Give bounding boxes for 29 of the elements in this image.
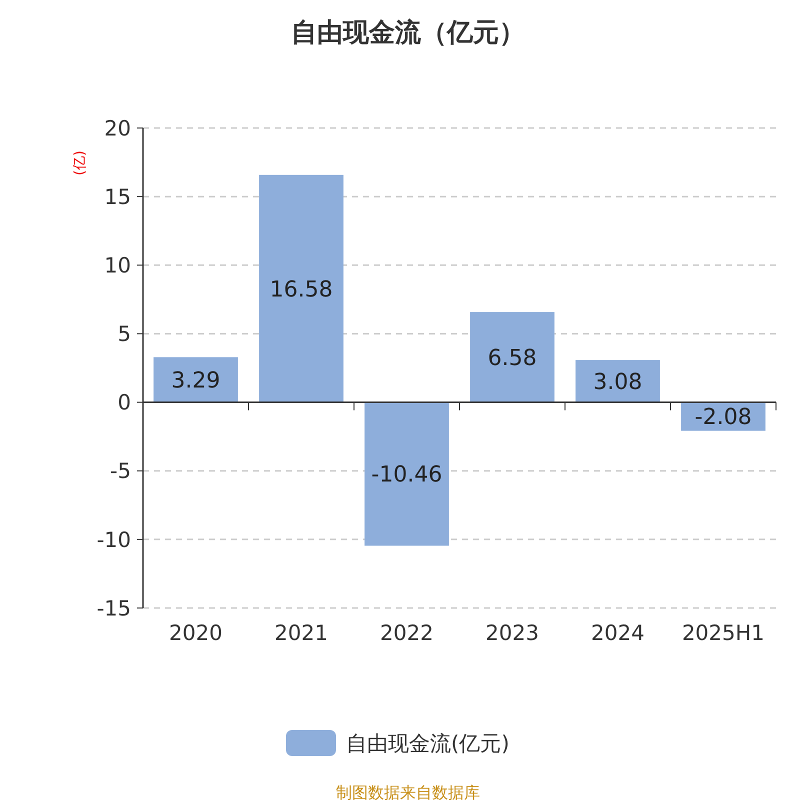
y-tick-label: 5 <box>118 322 131 346</box>
bar <box>259 174 344 402</box>
x-tick-label: 2021 <box>274 621 328 645</box>
y-axis-title: (亿) <box>72 150 88 176</box>
bar <box>364 402 449 546</box>
x-tick-label: 2025H1 <box>682 621 765 645</box>
x-tick-label: 2020 <box>169 621 222 645</box>
y-tick-label: -10 <box>96 528 131 552</box>
y-tick-label: -5 <box>110 459 131 484</box>
legend-label: 自由现金流(亿元) <box>346 731 510 756</box>
text: 制图数据来自数据库 <box>336 783 480 800</box>
data-label: -10.46 <box>371 462 442 488</box>
data-label: 6.58 <box>488 346 537 371</box>
y-tick-label: 20 <box>104 116 131 140</box>
bar <box>470 312 554 402</box>
bar <box>576 360 660 402</box>
bar <box>154 357 238 402</box>
x-tick-label: 2023 <box>486 621 539 645</box>
y-tick-label: 10 <box>104 253 131 278</box>
data-label: 3.29 <box>171 368 220 394</box>
y-tick-label: -15 <box>96 596 131 620</box>
x-tick-label: 2024 <box>591 621 644 645</box>
x-tick-label: 2022 <box>380 621 434 645</box>
data-label: 16.58 <box>270 277 333 302</box>
data-label: -2.08 <box>694 405 752 430</box>
y-tick-label: 0 <box>118 390 131 415</box>
y-tick-label: 15 <box>104 184 131 209</box>
chart-title: 自由现金流（亿元） <box>291 18 525 48</box>
data-label: 3.08 <box>593 370 642 395</box>
